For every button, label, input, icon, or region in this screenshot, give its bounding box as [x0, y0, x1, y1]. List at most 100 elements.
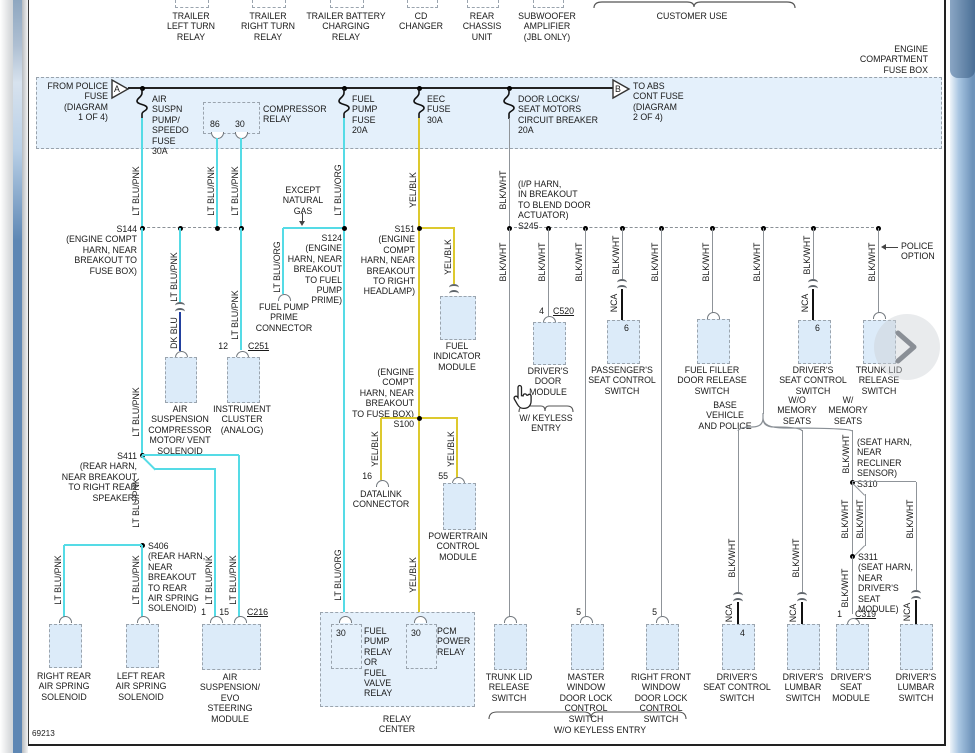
component-box: [330, 0, 364, 8]
wire-break-icon: [449, 284, 459, 291]
wire-label: YEL/BLK: [446, 431, 456, 467]
wire-label: LT BLU/PNK: [230, 290, 240, 340]
wire-break-icon: [449, 290, 459, 297]
label-trunk-lid-release-switch-mid: TRUNK LID RELEASE SWITCH: [855, 365, 903, 396]
scrollbar-track[interactable]: [950, 0, 975, 753]
wire-label: LT BLU/PNK: [228, 555, 238, 605]
wire-label: NCA: [609, 293, 619, 313]
label-drivers-seat-module: DRIVER'S SEAT MODULE: [830, 672, 872, 703]
wire-label: BLK/WHT: [791, 538, 801, 578]
wire-label: LT BLU/PNK: [131, 166, 141, 216]
content-border-bottom: [28, 744, 946, 746]
wire-label: LT BLU/PNK: [204, 555, 214, 605]
wire-blk-wht: [865, 494, 866, 546]
label-drivers-lumbar-switch: DRIVER'S LUMBAR SWITCH: [782, 672, 824, 703]
scrollbar-thumb[interactable]: [950, 0, 975, 78]
label-subwoofer-amplifier: SUBWOOFER AMPLIFIER (JBL ONLY): [518, 11, 576, 42]
wire-dk-blu: [179, 312, 181, 351]
page-spine: [13, 0, 22, 753]
wire-label: LT BLU/PNK: [230, 166, 240, 216]
connector-c251: C251: [248, 341, 270, 351]
wire-label: LT BLU/ORG: [333, 164, 343, 216]
wire-blk-wht: [813, 228, 814, 279]
label-cd-changer: CD CHANGER: [399, 11, 443, 32]
arrow-b-letter: B: [615, 84, 621, 94]
wire-yel-blk: [380, 418, 382, 480]
wire-label: BLK/WHT: [701, 242, 711, 282]
wire-label: LT BLU/ORG: [333, 549, 343, 601]
label-police-option: POLICE OPTION: [901, 241, 935, 262]
wire-label: DK BLU: [169, 317, 179, 349]
connector-arc: [59, 616, 72, 623]
wire-break-icon: [797, 598, 807, 605]
label-splice-s151: S151 (ENGINE COMPT HARN, NEAR BREAKOUT T…: [360, 224, 415, 297]
splice-dot: [417, 416, 422, 421]
wire-yel-blk: [419, 227, 455, 229]
connector-c520: C520: [553, 306, 575, 316]
drivers-lumbar-switch-box: [787, 624, 820, 670]
label-powertrain-control-module: POWERTRAIN CONTROL MODULE: [428, 531, 488, 562]
wire-lt-blu-pnk: [214, 469, 216, 617]
wire-lt-blu-org: [282, 228, 284, 294]
wire-label: NCA: [724, 603, 734, 623]
connector-arc: [137, 616, 150, 623]
wire-label: BLK/WHT: [841, 434, 851, 474]
passengers-seat-control-switch-box: [607, 320, 640, 364]
customer-use-brace: [593, 1, 796, 9]
page-edge: [0, 0, 13, 753]
label-rear-chassis-unit: REAR CHASSIS UNIT: [462, 11, 502, 42]
wire-lt-blu-pnk: [141, 545, 143, 617]
label-fuel-pump-prime-connector: FUEL PUMP PRIME CONNECTOR: [255, 302, 313, 333]
left-rear-air-spring-solenoid-box: [126, 624, 159, 668]
wire-break-icon: [617, 279, 627, 286]
wire-lt-blu-pnk: [141, 118, 143, 228]
trunk-lid-release-switch-mid-box: [863, 320, 896, 364]
label-air-suspn-fuse: AIR SUSPN PUMP/ SPEEDO FUSE 30A: [152, 94, 189, 156]
fuse-icon: [136, 88, 148, 119]
label-fuel-pump-fuse: FUEL PUMP FUSE 20A: [352, 94, 378, 136]
label-w-memory-seats: W/ MEMORY SEATS: [828, 395, 868, 426]
pcm-power-relay-box: [406, 624, 437, 669]
label-instrument-cluster: INSTRUMENT CLUSTER (ANALOG): [213, 404, 271, 435]
drivers-lumbar-switch-2-box: [900, 624, 933, 670]
content-border-left: [28, 0, 29, 746]
connector-c319: C319: [855, 609, 877, 619]
wire-label: BLK/WHT: [537, 242, 547, 282]
wire-label: NCA: [800, 293, 810, 313]
wire-break-icon: [175, 302, 185, 309]
wire-lt-blu-pnk: [240, 138, 242, 228]
wire-label: LT BLU/PNK: [131, 555, 141, 605]
pin-5: 5: [652, 607, 657, 617]
label-customer-use: CUSTOMER USE: [656, 11, 728, 21]
wire-lt-blu-pnk: [179, 228, 181, 302]
wire-break-icon: [808, 285, 818, 292]
label-left-rear-air-spring-solenoid: LEFT REAR AIR SPRING SOLENOID: [115, 671, 167, 702]
wire-label: YEL/BLK: [408, 557, 418, 593]
wire-label: BLK/WHT: [840, 568, 850, 608]
wire-break-icon: [733, 598, 743, 605]
label-splice-s310: (SEAT HARN, NEAR RECLINER SENSOR) S310: [857, 437, 912, 489]
wire-blk-wht: [712, 228, 713, 313]
label-splice-s100: (ENGINE COMPT HARN, NEAR BREAKOUT TO FUS…: [352, 367, 414, 429]
wire-blk-wht: [852, 430, 853, 482]
wire-break-icon: [617, 285, 627, 292]
arrow-a-letter: A: [114, 84, 120, 94]
arrow-a-icon: [111, 78, 130, 100]
label-drivers-lumbar-switch-2: DRIVER'S LUMBAR SWITCH: [895, 672, 937, 703]
air-suspension-compressor-solenoid-box: [165, 357, 197, 403]
wire-label: BLK/WHT: [727, 538, 737, 578]
wire-lt-blu-pnk: [155, 468, 216, 470]
label-except-natural-gas: EXCEPT NATURAL GAS: [282, 185, 324, 216]
wire-nca: [915, 600, 917, 629]
wire-blk-wht: [916, 482, 917, 590]
fuel-filler-door-release-switch-box: [697, 319, 730, 364]
next-page-button[interactable]: [874, 314, 940, 380]
connector-arc: [278, 294, 291, 301]
wire-label: BLK/WHT: [802, 235, 812, 275]
instrument-cluster-box: [227, 357, 260, 403]
label-master-window-door-lock-switch: MASTER WINDOW DOOR LOCK CONTROL SWITCH: [559, 672, 613, 724]
label-splice-s411: S411 (REAR HARN, NEAR BREAKOUT TO RIGHT …: [61, 451, 137, 503]
label-passengers-seat-control-switch: PASSENGER'S SEAT CONTROL SWITCH: [588, 365, 656, 396]
chevron-right-icon[interactable]: [893, 330, 919, 364]
